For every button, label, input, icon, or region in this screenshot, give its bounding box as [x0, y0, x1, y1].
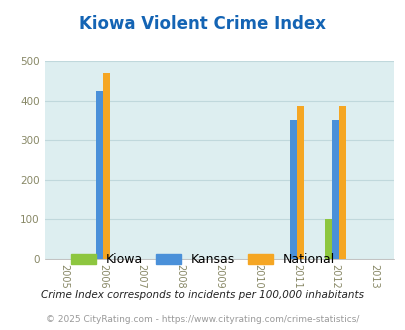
Text: © 2025 CityRating.com - https://www.cityrating.com/crime-statistics/: © 2025 CityRating.com - https://www.city… — [46, 315, 359, 324]
Text: Kiowa Violent Crime Index: Kiowa Violent Crime Index — [79, 15, 326, 33]
Bar — [338, 106, 345, 259]
Bar — [331, 120, 338, 259]
Bar — [324, 219, 331, 259]
Bar — [96, 91, 102, 259]
Bar — [296, 106, 303, 259]
Text: Crime Index corresponds to incidents per 100,000 inhabitants: Crime Index corresponds to incidents per… — [41, 290, 364, 300]
Bar — [102, 73, 110, 259]
Bar — [289, 120, 296, 259]
Legend: Kiowa, Kansas, National: Kiowa, Kansas, National — [71, 253, 334, 266]
